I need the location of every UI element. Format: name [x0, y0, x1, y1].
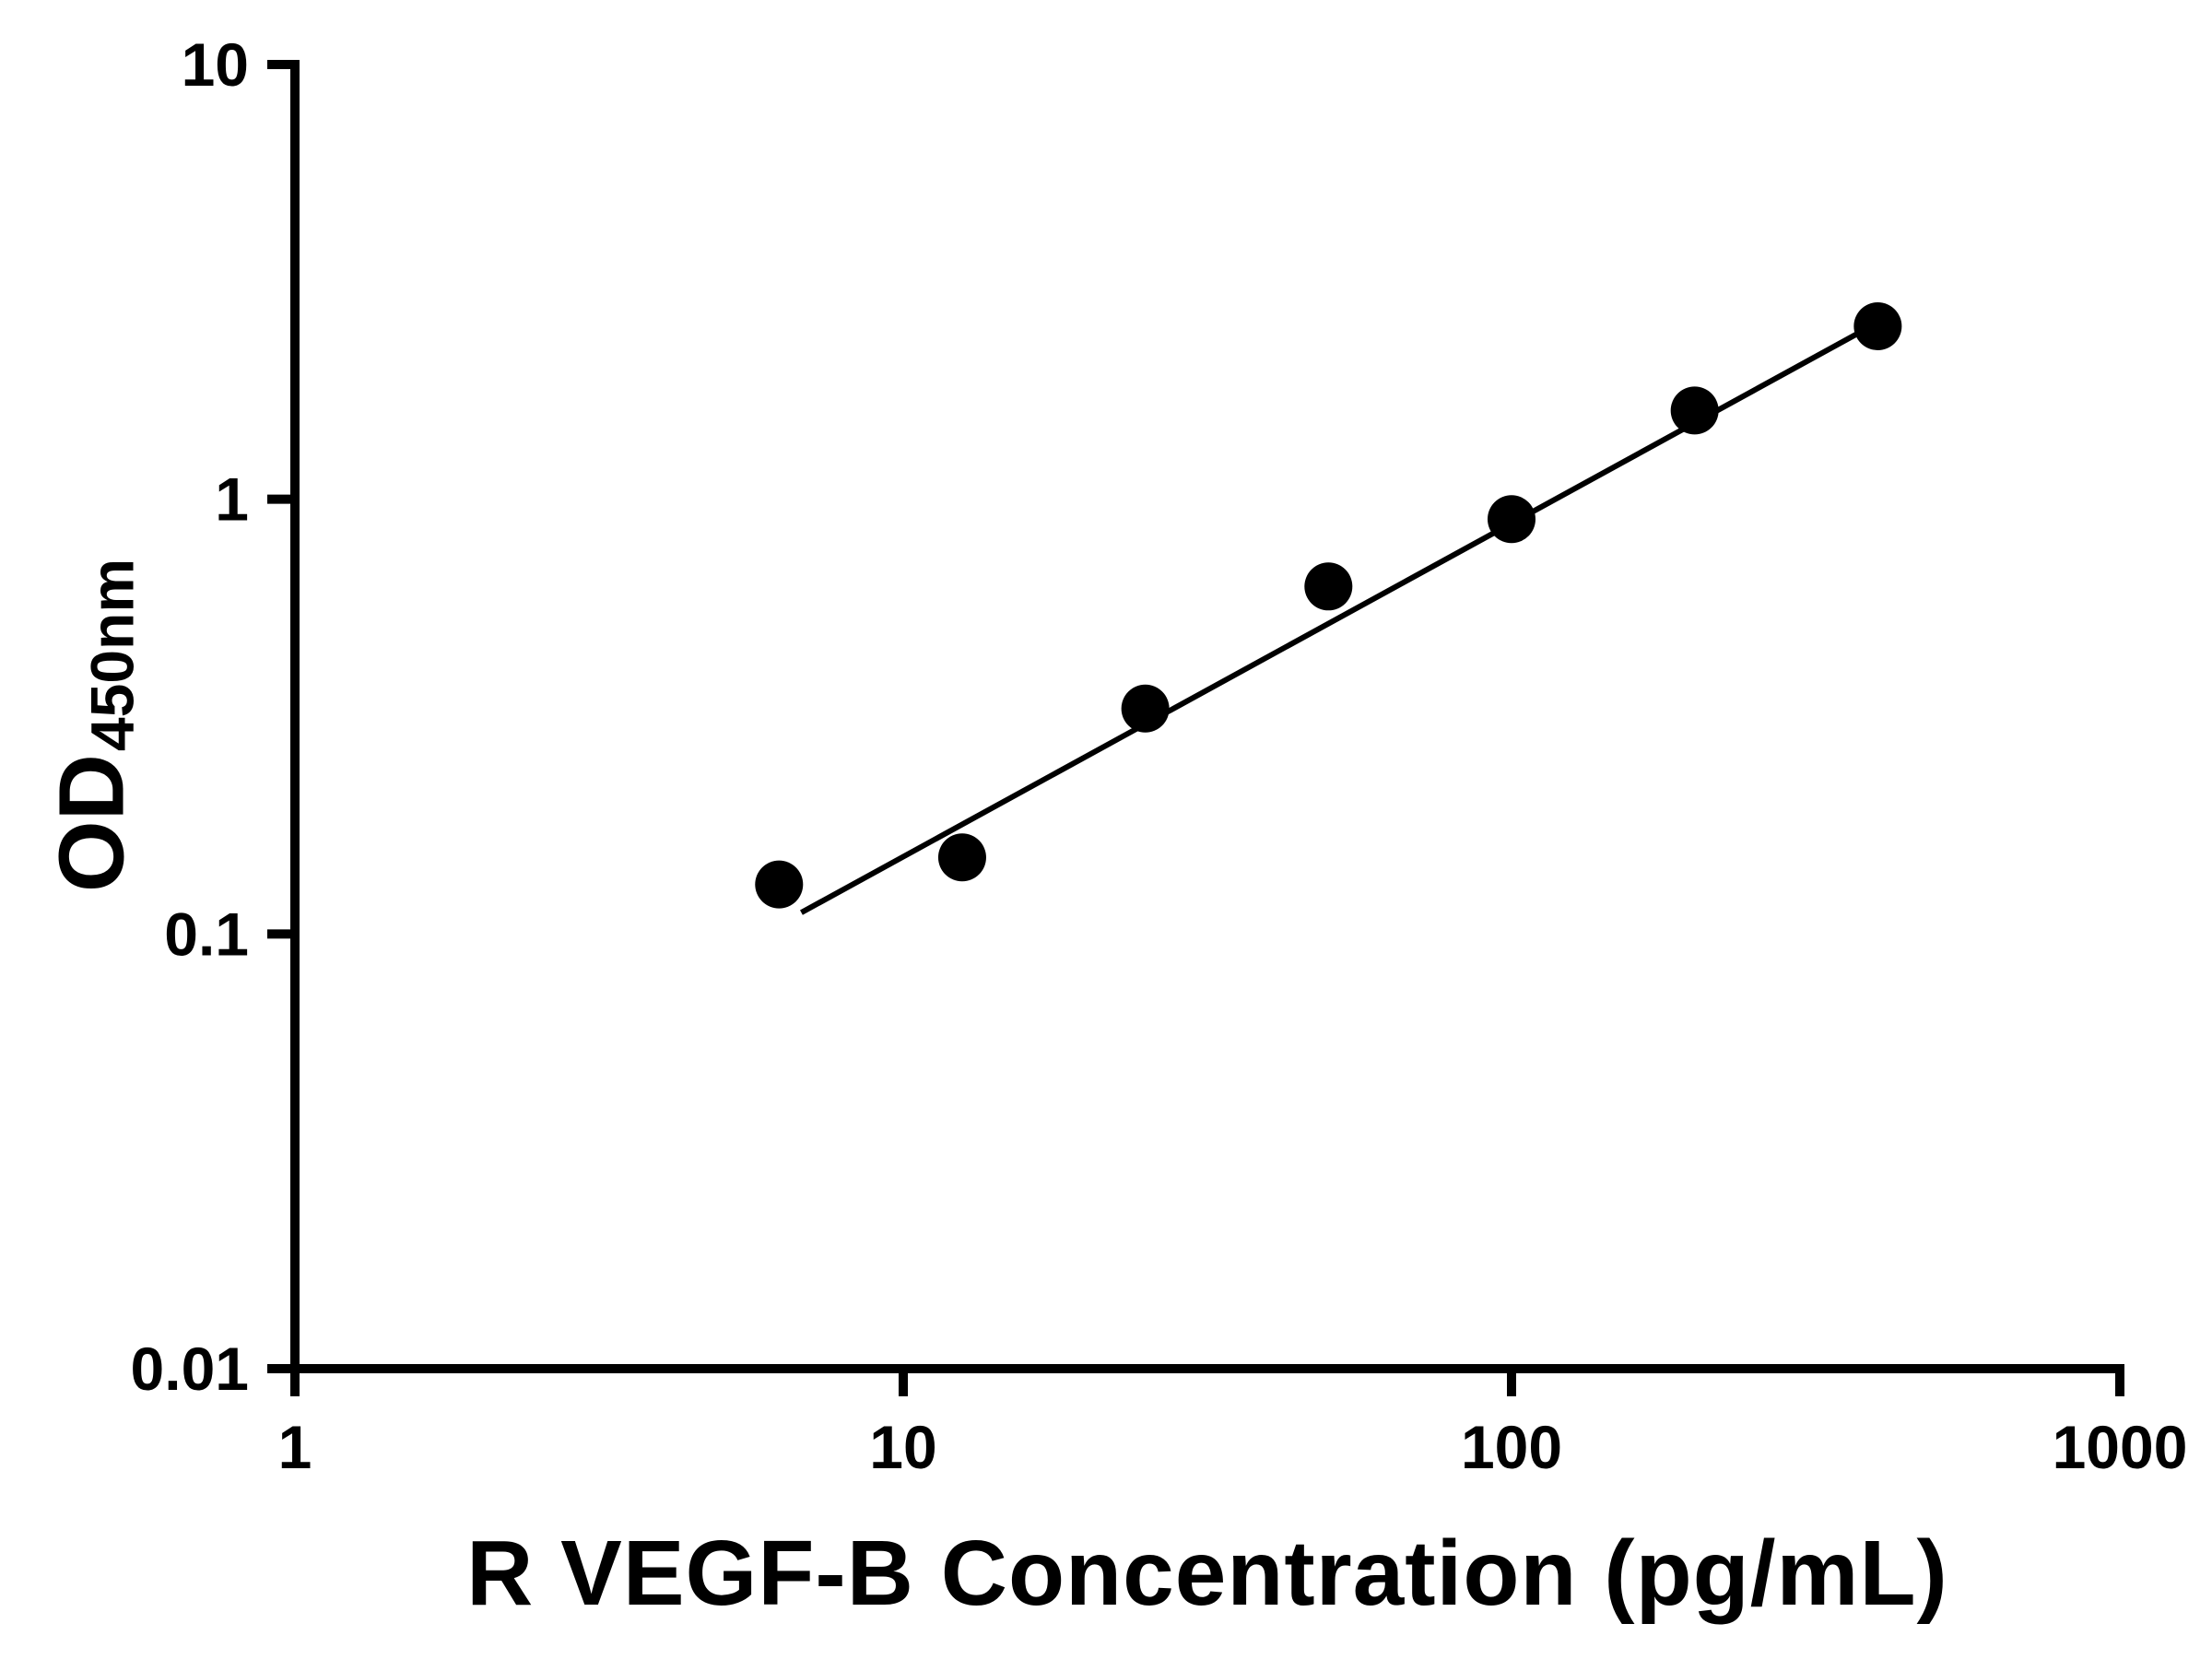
y-axis-title-base: OD [40, 754, 144, 893]
y-tick-label: 10 [182, 30, 249, 99]
data-point [1121, 684, 1170, 733]
y-axis-title: OD450nm [40, 558, 147, 893]
y-tick-label: 0.01 [131, 1335, 249, 1403]
data-point [1488, 495, 1535, 544]
axes [290, 60, 2124, 1373]
data-point [1853, 301, 1902, 350]
data-point [937, 833, 986, 882]
data-point [1670, 386, 1719, 435]
x-tick-label: 100 [1461, 1413, 1562, 1481]
x-tick-label: 10 [869, 1413, 936, 1481]
x-tick-label: 1 [278, 1413, 312, 1481]
data-point [755, 860, 804, 909]
data-point [1304, 562, 1353, 611]
y-axis-title-subscript: 450nm [77, 558, 147, 752]
y-tick-label: 0.1 [164, 900, 249, 968]
y-tick-label: 1 [215, 465, 249, 534]
x-tick-label: 1000 [2053, 1413, 2188, 1481]
x-axis-title: R VEGF-B Concentration (pg/mL) [466, 1522, 1948, 1625]
